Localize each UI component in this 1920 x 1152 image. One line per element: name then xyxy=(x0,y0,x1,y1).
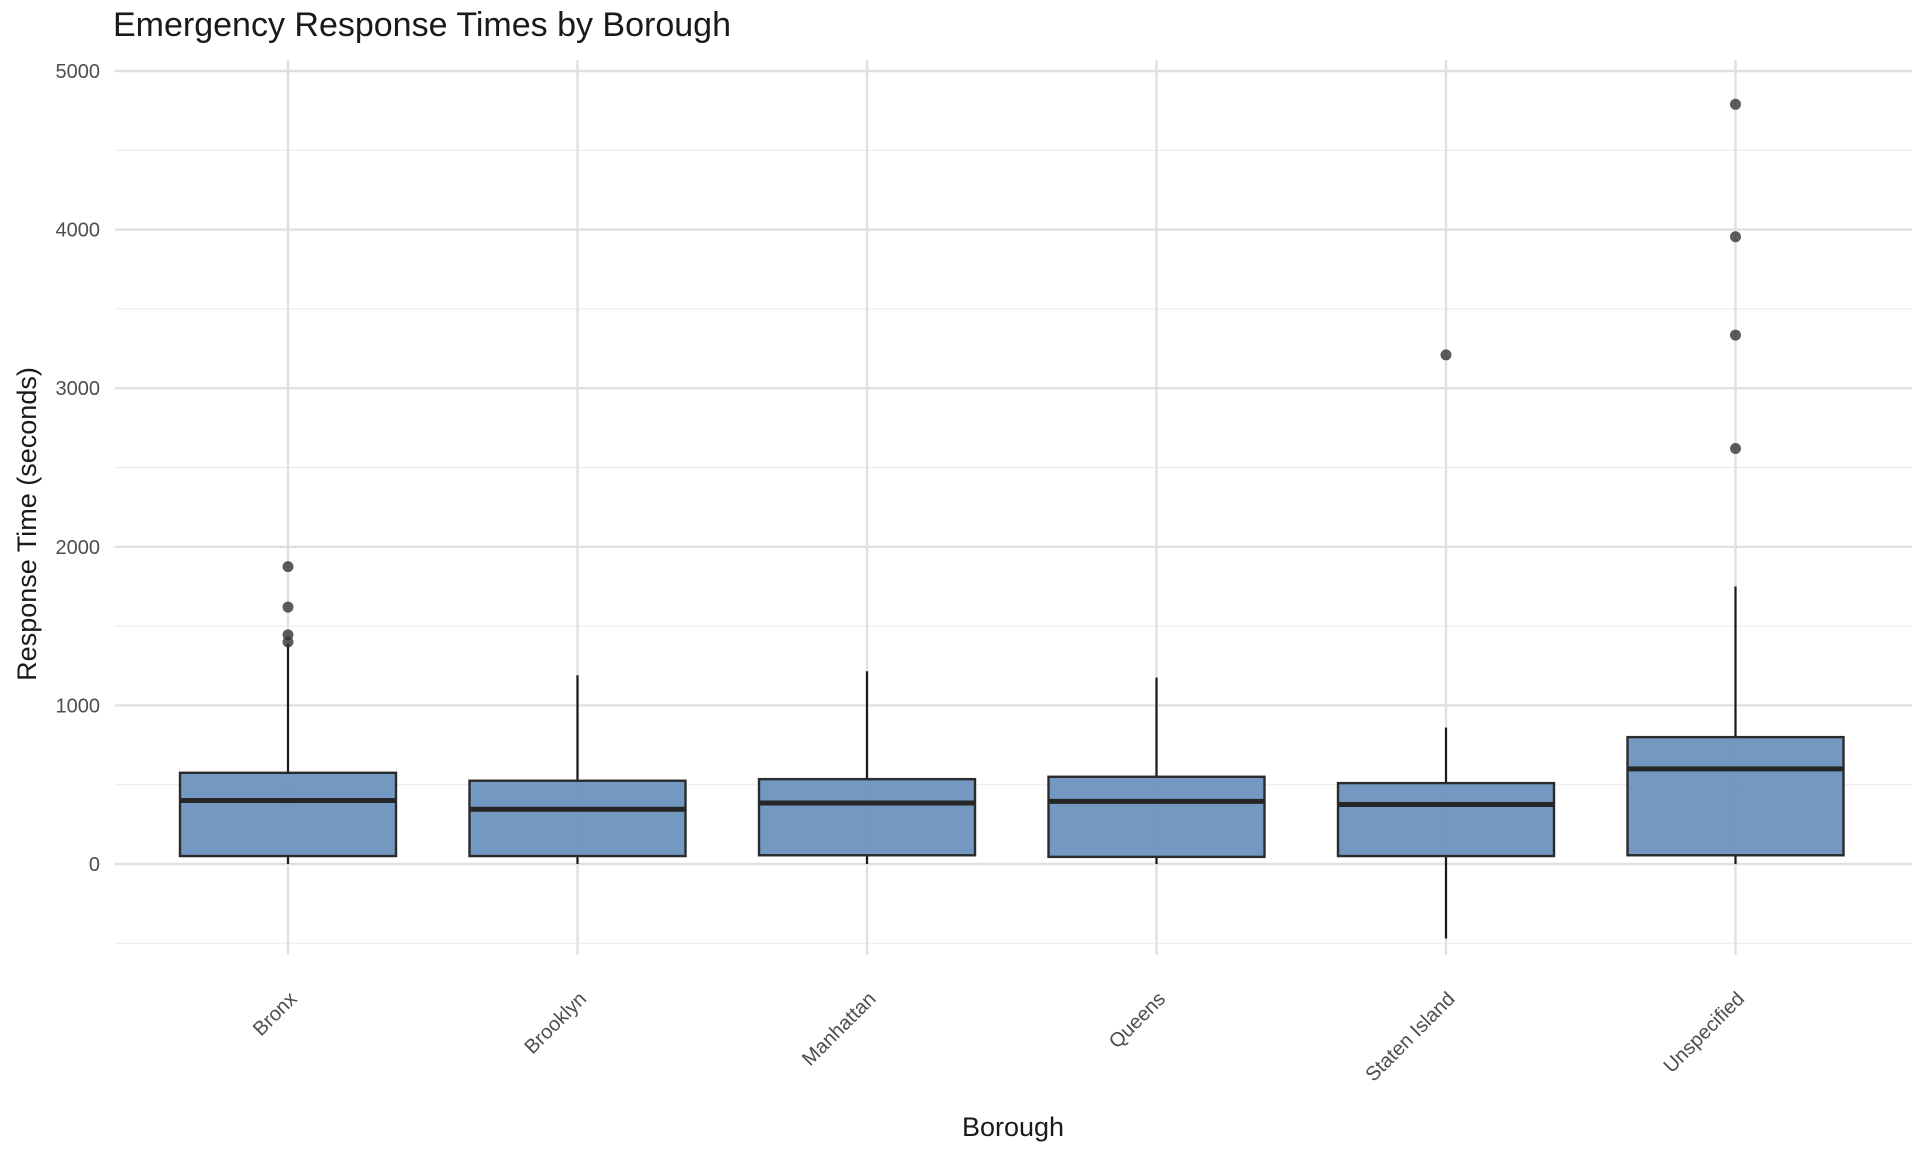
x-tick-label: Queens xyxy=(1105,988,1170,1053)
iqr-box xyxy=(1047,775,1266,859)
boxes xyxy=(178,586,1845,939)
outlier-point xyxy=(282,601,294,613)
y-tick-label: 4000 xyxy=(56,220,101,242)
iqr-box xyxy=(1626,735,1845,857)
outlier-point xyxy=(1440,349,1452,361)
x-tick-label: Bronx xyxy=(249,988,302,1041)
box-unspecified xyxy=(1626,586,1845,864)
y-tick-label: 2000 xyxy=(56,537,101,559)
grid xyxy=(115,60,1912,955)
y-tick-label: 1000 xyxy=(56,695,101,717)
chart-title: Emergency Response Times by Borough xyxy=(113,6,731,44)
x-axis-label: Borough xyxy=(962,1112,1064,1142)
outlier-point xyxy=(1730,442,1741,454)
y-tick-label: 5000 xyxy=(56,61,101,83)
x-tick-label: Manhattan xyxy=(798,988,880,1070)
box-staten-island xyxy=(1336,727,1556,939)
outlier-point xyxy=(1730,329,1741,341)
iqr-box xyxy=(178,771,398,858)
y-tick-label: 3000 xyxy=(56,378,101,400)
y-axis-ticks: 0 1000 2000 3000 4000 5000 xyxy=(56,61,101,876)
box-brooklyn xyxy=(468,675,687,864)
outlier-point xyxy=(1730,98,1741,110)
outlier-point xyxy=(1730,231,1741,243)
iqr-box xyxy=(757,777,977,857)
outlier-point xyxy=(282,629,294,641)
box-bronx xyxy=(178,643,398,864)
outlier-point xyxy=(282,561,294,573)
x-tick-label: Unspecified xyxy=(1660,988,1749,1077)
iqr-box xyxy=(468,779,687,858)
y-tick-label: 0 xyxy=(89,854,100,876)
x-tick-label: Staten Island xyxy=(1361,988,1459,1086)
box-queens xyxy=(1047,677,1266,864)
iqr-box xyxy=(1336,781,1556,858)
x-tick-label: Brooklyn xyxy=(520,988,591,1059)
box-manhattan xyxy=(757,671,977,864)
x-axis-ticks: Bronx Brooklyn Manhattan Queens Staten Islan… xyxy=(249,988,1749,1086)
outliers xyxy=(282,98,1741,648)
y-axis-label: Response Time (seconds) xyxy=(12,367,42,681)
